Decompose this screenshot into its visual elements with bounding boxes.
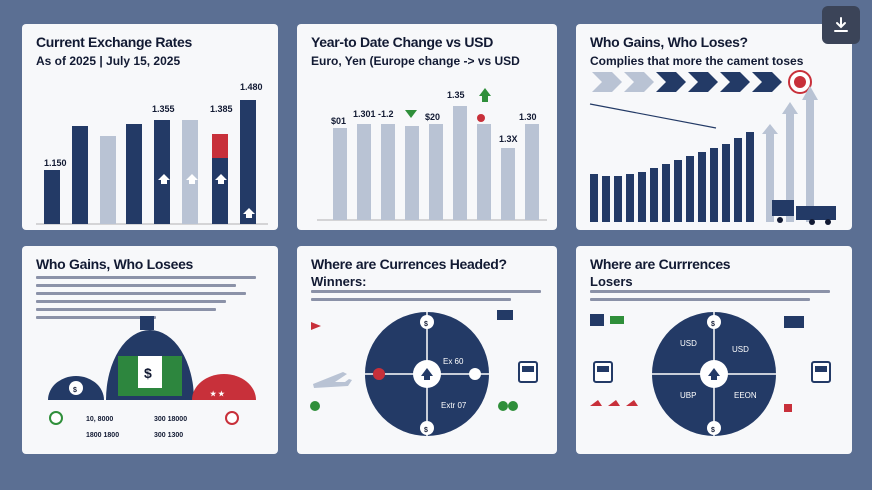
wheel-label: USD xyxy=(732,345,749,354)
bar-label: 1.355 xyxy=(152,104,175,114)
airplane-icon xyxy=(215,174,227,184)
svg-text:$: $ xyxy=(144,365,152,381)
dollar-icon xyxy=(138,356,162,388)
svg-text:$: $ xyxy=(711,427,715,434)
bar xyxy=(126,124,142,224)
panel-title: Where are Currences Headed? xyxy=(311,256,507,272)
bar xyxy=(333,128,347,220)
exchange-rate-bars: 1.480 1.355 1.385 1.150 xyxy=(36,82,268,225)
bar xyxy=(429,124,443,220)
bar xyxy=(44,170,60,224)
arrow-up-icon xyxy=(479,88,491,102)
svg-text:★ ★: ★ ★ xyxy=(210,390,225,398)
bar xyxy=(72,126,88,224)
dollar-icon xyxy=(69,381,83,395)
download-icon xyxy=(834,17,848,32)
bus-icon xyxy=(811,361,831,383)
panel-current-exchange-rates: Current Exchange Rates As of 2025 | July… xyxy=(22,24,278,230)
wheel-label: Extr 07 xyxy=(441,401,467,410)
panel-subtitle: As of 2025 | July 15, 2025 xyxy=(36,54,181,68)
panel-title: Year-to Date Change vs USD xyxy=(311,34,494,50)
bar xyxy=(453,106,467,220)
panel-subtitle: Euro, Yen (Europe change -> vs USD xyxy=(311,54,520,68)
bar xyxy=(240,100,256,224)
bar xyxy=(501,148,515,220)
bar xyxy=(100,136,116,224)
arrow-up-icon xyxy=(421,368,433,380)
bar-label: 1.480 xyxy=(240,82,263,92)
panel-title: Current Exchange Rates xyxy=(36,34,193,50)
bar xyxy=(381,124,395,220)
svg-text:$: $ xyxy=(424,321,428,328)
truck-icon xyxy=(772,200,836,225)
bus-icon xyxy=(518,361,538,383)
panel-currencies-headed-losers: Where are Currrences Losers $ $ USD USD … xyxy=(576,246,852,454)
bar xyxy=(525,124,539,220)
panel-title: Who Gains, Who Losees xyxy=(36,256,194,272)
wheel-label: UBP xyxy=(680,391,696,400)
panel-who-gains-1: Who Gains, Who Loses? Complies that more… xyxy=(576,24,852,230)
panel-ytd-change: Year-to Date Change vs USD Euro, Yen (Eu… xyxy=(297,24,557,230)
panel-subtitle: Winners: xyxy=(311,274,367,289)
panel-who-gains-2: Who Gains, Who Losees $ $ ★ ★ 10, 8000 3… xyxy=(22,246,278,454)
bar-label: 1.3X xyxy=(499,134,518,144)
panel-title: Where are Currrences xyxy=(590,256,731,272)
panel-subtitle: Losers xyxy=(590,274,633,289)
bar-label: 1.385 xyxy=(210,104,233,114)
bar xyxy=(212,134,228,158)
winners-wheel: $ $ Ex 60 Extr 07 xyxy=(310,310,538,436)
bar-label: 1.35 xyxy=(447,90,465,100)
airplane-icon xyxy=(243,208,255,218)
panel-currencies-headed-winners: Where are Currences Headed? Winners: $ $… xyxy=(297,246,557,454)
svg-text:$: $ xyxy=(73,387,77,394)
bar xyxy=(477,124,491,220)
svg-text:$: $ xyxy=(711,321,715,328)
panel-title: Who Gains, Who Loses? xyxy=(590,34,748,50)
bar-label: 1.150 xyxy=(44,158,67,168)
stat-value: 300 1300 xyxy=(154,432,183,439)
stat-value: 10, 8000 xyxy=(86,416,113,423)
bar-label: $01 xyxy=(331,116,346,126)
bar xyxy=(212,158,228,224)
arrow-up-icon xyxy=(708,368,720,380)
ytd-bars: 1.35 1.301 -1.2 $20 $01 1.30 1.3X xyxy=(317,88,547,221)
bar-label: 1.30 xyxy=(519,112,537,122)
bar xyxy=(154,120,170,224)
wheel-label: EEON xyxy=(734,391,757,400)
gains-chart xyxy=(589,70,836,225)
bar xyxy=(405,126,419,220)
airplane-icon xyxy=(186,174,198,184)
arrow-down-icon xyxy=(405,110,417,118)
bar-label: $20 xyxy=(425,112,440,122)
stat-value: 1800 1800 xyxy=(86,432,119,439)
wheel-label: USD xyxy=(680,339,697,348)
bar xyxy=(182,120,198,224)
airplane-icon xyxy=(158,174,170,184)
bar-label: 1.301 -1.2 xyxy=(353,109,394,119)
panel-subtitle: Complies that more the cament toses xyxy=(590,54,804,68)
airplane-icon xyxy=(313,372,352,388)
wheel-label: Ex 60 xyxy=(443,357,464,366)
truck-icon xyxy=(784,316,804,328)
download-button[interactable] xyxy=(822,6,860,44)
bar xyxy=(357,124,371,220)
stat-value: 300 18000 xyxy=(154,416,187,423)
svg-text:$: $ xyxy=(424,427,428,434)
bus-icon xyxy=(593,361,613,383)
gains-domes: $ $ ★ ★ 10, 8000 300 18000 1800 1800 300… xyxy=(48,316,256,439)
losers-wheel: $ $ USD USD UBP EEON xyxy=(590,312,831,436)
